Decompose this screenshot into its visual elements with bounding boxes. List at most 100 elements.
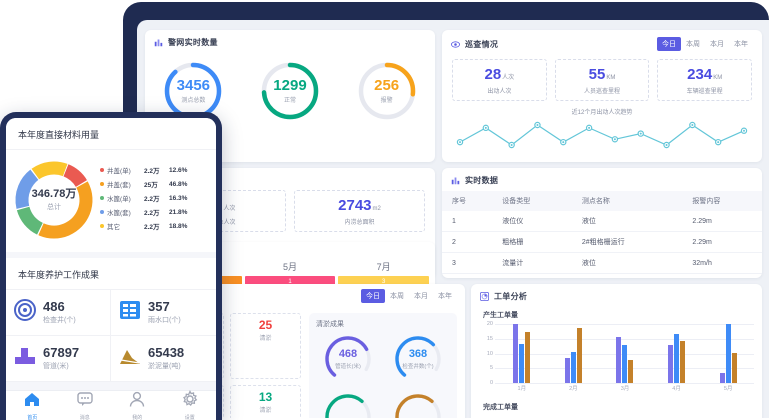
- nav-item-label: 我的: [132, 415, 143, 420]
- bar: [564, 357, 570, 383]
- nav-item-消息[interactable]: 消息: [76, 390, 94, 420]
- patrol-status-card: 巡查情况 今日 本周 本月 本年 28人次 出动人次 55KM 人员巡查里程 234KM 车辆巡…: [442, 30, 762, 162]
- tab-本年[interactable]: 本年: [438, 293, 452, 300]
- card-title: 工单分析: [494, 292, 528, 301]
- stat-box: 2743m2 内涝总面积: [294, 190, 425, 232]
- x-axis-labels: 1月 2月 3月 4月 5月: [496, 384, 754, 396]
- bar: [719, 372, 725, 383]
- ring-label-group: 256 报警: [356, 60, 418, 122]
- stat-unit: KM: [713, 75, 723, 81]
- nav-item-我的[interactable]: 我的: [128, 390, 146, 420]
- gridline: [495, 324, 754, 325]
- stat-value-row: 234KM: [658, 66, 751, 84]
- donut-center: 346.78万 总计: [12, 158, 96, 242]
- legend-item: 其它 2.2万 18.8%: [100, 221, 210, 231]
- legend-color-dot: [100, 168, 104, 172]
- x-tick-label: 3月: [620, 386, 630, 392]
- table-column-header: 序号: [442, 191, 493, 211]
- period-tabs[interactable]: 今日 本周 本月 本年: [657, 37, 753, 51]
- realtime-data-table-card: 实时数据 序号 设备类型 测点名称 报警内容 1 液位仪 液位 2.29m 2 粗格栅 2#粗格栅…: [442, 168, 762, 278]
- legend-percent: 21.8%: [169, 208, 188, 216]
- table-cell: 液位: [571, 252, 683, 274]
- period-tabs[interactable]: 今日 本周 本月 本年: [145, 284, 465, 303]
- legend-label: 井盖(套): [107, 182, 131, 189]
- achievement-text: 67897 管道(米): [43, 346, 79, 371]
- sludge-icon: [119, 345, 141, 372]
- y-tick-label: 5: [489, 365, 493, 372]
- ring-caption: 测点总数: [181, 98, 206, 104]
- achievement-text: 65438 淤泥量(吨): [148, 346, 184, 371]
- nav-item-首页[interactable]: 首页: [23, 390, 41, 420]
- month-bar: 3: [338, 276, 430, 287]
- mini-stat: 25 清淤: [230, 313, 301, 379]
- bar: [576, 327, 582, 383]
- legend-amount: 25万: [144, 182, 158, 189]
- pipe-icon: [14, 345, 36, 372]
- stat-caption: 人员巡查里程: [584, 89, 621, 95]
- month-bar: 1: [244, 276, 336, 287]
- bar: [731, 353, 737, 383]
- workorder-analysis-card: 工单分析 产生工单量 0 5 10 15 20 1月 2月 3月 4月 5月 完成工单量: [471, 284, 762, 418]
- legend-color-dot: [100, 210, 104, 214]
- achievement-caption: 管道(米): [43, 363, 69, 370]
- panel-title: 清淤成果: [316, 321, 344, 328]
- gauge: [391, 390, 445, 418]
- stat-unit: 人次: [502, 75, 515, 81]
- bottom-nav-bar[interactable]: 首页 消息 我的 设置: [6, 390, 216, 420]
- patrol-stat-row: 28人次 出动人次 55KM 人员巡查里程 234KM 车辆巡查里程: [442, 55, 762, 101]
- nav-item-设置[interactable]: 设置: [181, 390, 199, 420]
- achievement-cell: 67897 管道(米): [6, 336, 111, 382]
- ring-label-group: 3456 测点总数: [162, 60, 224, 122]
- tab-本月[interactable]: 本月: [710, 41, 724, 48]
- bar: [519, 343, 525, 383]
- tab-本周[interactable]: 本周: [686, 41, 700, 48]
- alarm-table: 序号 设备类型 测点名称 报警内容 1 液位仪 液位 2.29m 2 粗格栅 2#粗格栅运行 2.2…: [442, 191, 762, 274]
- y-tick-label: 20: [486, 321, 493, 327]
- bar: [674, 333, 680, 383]
- y-tick-label: 10: [486, 350, 493, 357]
- gauge-label-group: 368 检查井数(个): [391, 332, 445, 386]
- gridline: [495, 338, 754, 340]
- trend-caption: 近12个月出动人次趋势: [571, 110, 633, 116]
- mini-caption: 清淤: [259, 407, 272, 414]
- legend-item: 井盖(套) 25万 46.8%: [100, 179, 210, 189]
- legend-label: 井盖(单): [107, 168, 131, 175]
- ring-label-group: 1299 正常: [259, 60, 321, 122]
- legend-percent: 12.6%: [169, 166, 188, 174]
- gauge: 468 管道长(米): [321, 332, 375, 386]
- donut-total-value: 346.78万: [31, 187, 77, 200]
- table-body: 1 液位仪 液位 2.29m 2 粗格栅 2#粗格栅运行 2.29m 3 流量计 液位 32m/h: [442, 211, 762, 274]
- nav-item-label: 设置: [184, 415, 195, 420]
- legend-amount: 2.2万: [144, 224, 160, 231]
- card-title: 实时数据: [465, 176, 499, 185]
- nav-item-label: 消息: [79, 415, 90, 420]
- stat-box: 28人次 出动人次: [452, 59, 547, 101]
- tab-今日[interactable]: 今日: [657, 37, 681, 51]
- stat-caption: 车辆巡查里程: [686, 89, 723, 95]
- table-row[interactable]: 1 液位仪 液位 2.29m: [442, 211, 762, 232]
- stat-value: 234: [687, 66, 713, 83]
- achievement-value: 65438: [148, 345, 185, 360]
- tab-今日[interactable]: 今日: [361, 289, 385, 303]
- stat-value-row: 2743m2: [295, 197, 424, 215]
- bar: [513, 324, 519, 383]
- table-cell: 2#粗格栅运行: [571, 231, 683, 253]
- table-column-header: 设备类型: [492, 191, 572, 211]
- gauge-label-group: [321, 390, 375, 418]
- bar: [616, 337, 622, 383]
- home-icon: [23, 390, 41, 413]
- gauge-caption: 检查井数(个): [402, 363, 434, 370]
- tab-本周[interactable]: 本周: [390, 293, 404, 300]
- tab-本月[interactable]: 本月: [414, 293, 428, 300]
- table-row[interactable]: 3 流量计 液位 32m/h: [442, 252, 762, 274]
- achievement-cell: 357 雨水口(个): [111, 290, 216, 336]
- nav-item-label: 首页: [27, 415, 38, 420]
- tab-本年[interactable]: 本年: [734, 41, 748, 48]
- achievement-caption: 检查井(个): [43, 317, 76, 324]
- achievement-cell: 486 检查井(个): [6, 290, 111, 336]
- gauge-value: 468: [338, 347, 358, 360]
- ring-value: 3456: [176, 77, 211, 94]
- gauge-caption: 管道长(米): [335, 363, 361, 370]
- table-row[interactable]: 2 粗格栅 2#粗格栅运行 2.29m: [442, 231, 762, 253]
- gauge: [321, 390, 375, 418]
